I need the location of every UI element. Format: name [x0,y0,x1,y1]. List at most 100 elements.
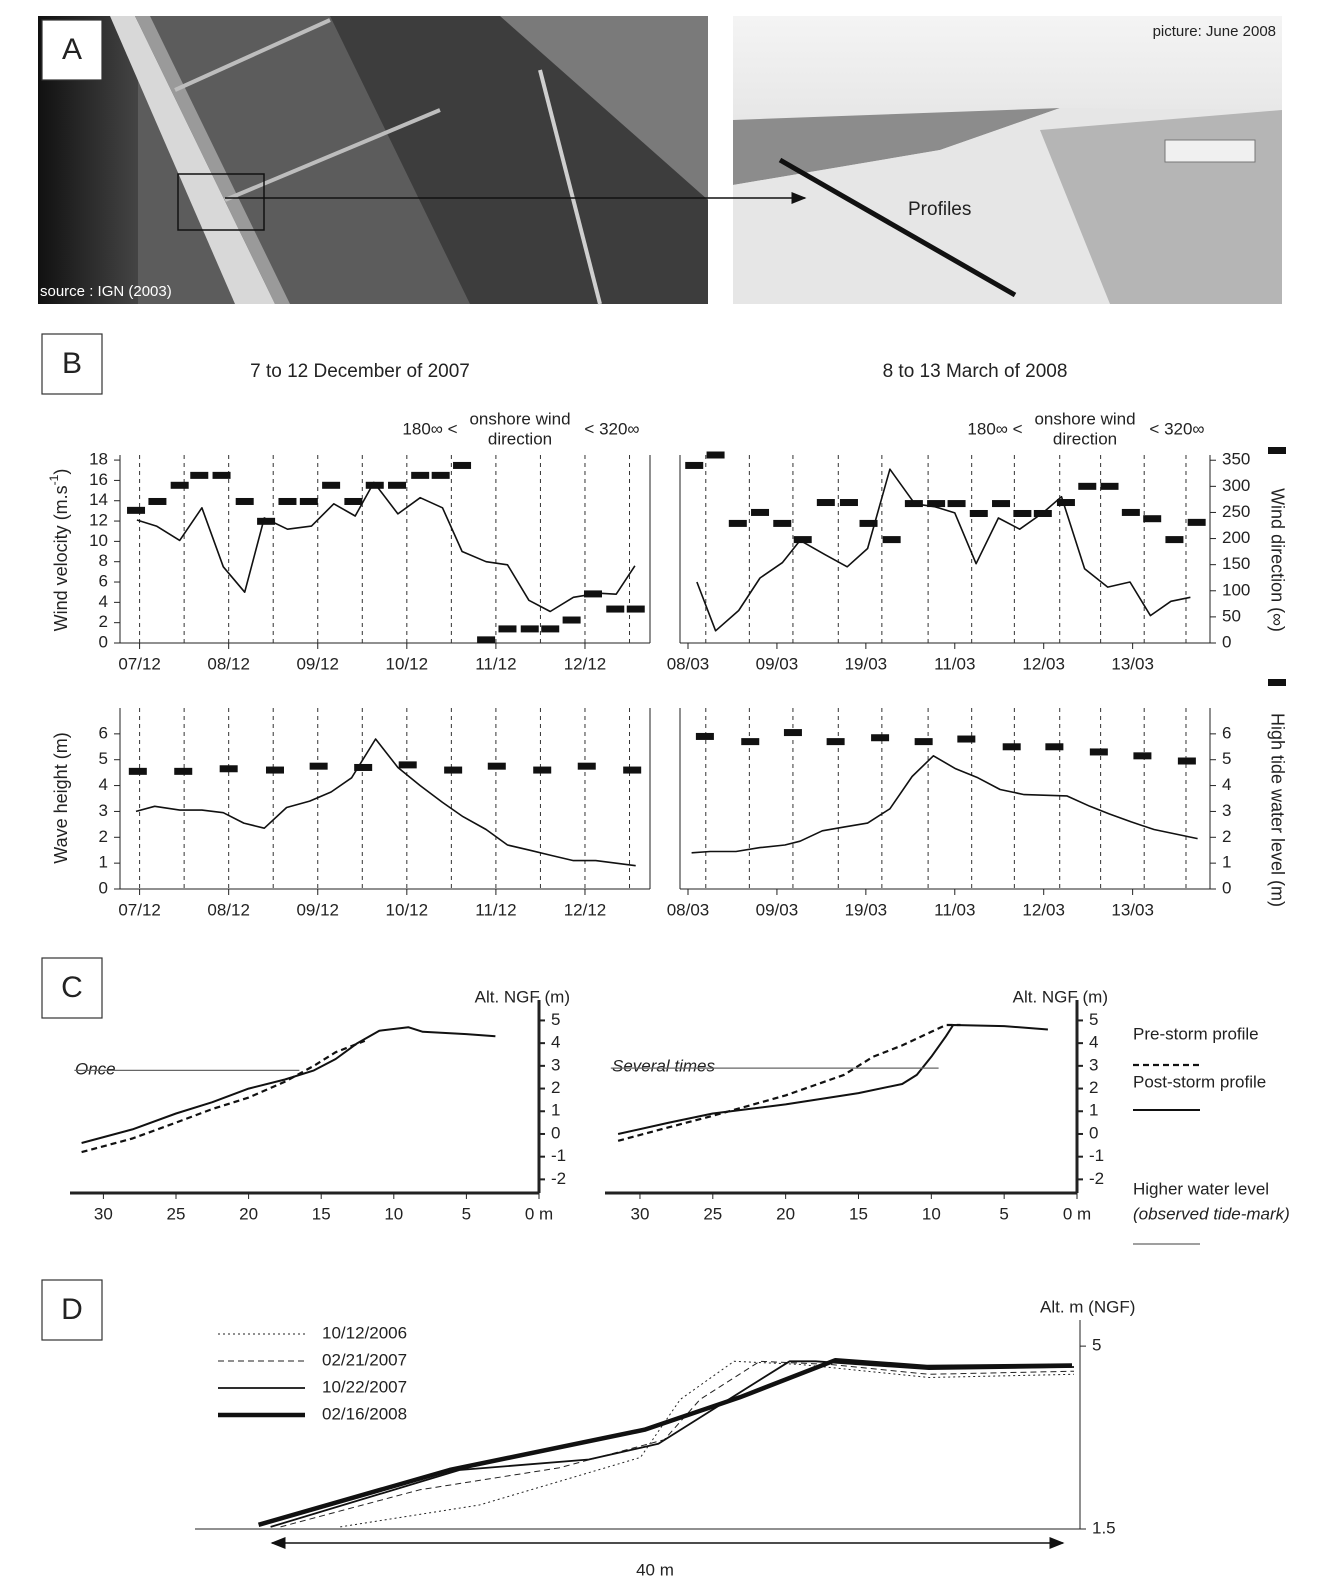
profile-line [340,1360,1075,1528]
panel-label: C [61,971,83,1004]
y-tick-label: 4 [99,775,108,794]
direction-marker [606,605,625,613]
y-axis-label-sup: -1 [47,474,61,485]
x-tick-label: 11/03 [934,654,975,673]
x-tick-label: 10/12 [386,654,429,673]
x-tick-label: 19/03 [845,654,888,673]
y-tick-label: -1 [1089,1146,1104,1165]
direction-marker [1056,499,1075,507]
y-tick-label: 0 [1222,878,1231,897]
direction-marker [278,497,297,505]
y-axis-label-part: Wind velocity (m.s [51,485,71,631]
direction-marker [859,519,878,527]
x-tick-label: 08/12 [207,654,250,673]
direction-marker [212,471,231,479]
annotation: direction [1053,429,1117,448]
y-tick-label: 1 [551,1101,560,1120]
direction-marker [1078,482,1097,490]
y-tick-label: 1 [1222,853,1231,872]
direction-marker [128,767,147,775]
y-tick-label: 10 [89,531,108,550]
direction-marker [444,766,463,774]
direction-marker [1165,536,1184,544]
x-tick-label: 13/03 [1111,654,1154,673]
x-tick-label: 08/12 [207,900,250,919]
direction-marker [751,508,770,516]
y-tick-label: 2 [99,827,108,846]
annotation: < 320∞ [1149,419,1204,438]
direction-marker [1177,757,1196,765]
chart-title: 8 to 13 March of 2008 [883,361,1068,382]
x-tick-label: 20 [239,1204,258,1223]
y-tick-label: 3 [1222,801,1231,820]
direction-marker [783,729,802,737]
y-tick-label: 5 [99,749,108,768]
direction-marker [190,471,209,479]
legend-label: Post-storm profile [1133,1072,1266,1091]
y-tick-label: 5 [1089,1010,1098,1029]
direction-marker [1013,509,1032,517]
y-tick-label: -2 [551,1169,566,1188]
y-tick-label: 100 [1222,580,1250,599]
x-tick-label: 09/03 [756,654,799,673]
profile-line [280,1360,1075,1528]
direction-marker [1002,743,1021,751]
direction-marker [322,481,341,489]
direction-marker [148,497,167,505]
x-tick-label: 11/03 [934,900,975,919]
direction-marker [904,500,923,508]
y-tick-label: -1 [551,1146,566,1165]
y-tick-label: 2 [1222,827,1231,846]
direction-marker [235,497,254,505]
y2-axis-label: High tide water level (m) [1267,713,1287,907]
x-tick-label: 12/03 [1022,900,1065,919]
direction-marker [728,519,747,527]
annotation: 180∞ < [967,419,1022,438]
direction-marker [344,497,363,505]
x-tick-label: 15 [312,1204,331,1223]
direction-marker [1133,752,1152,760]
direction-marker [1045,743,1064,751]
annotation: onshore wind [469,409,570,428]
direction-marker [871,734,890,742]
annotation: direction [488,429,552,448]
y-tick-label: 3 [1089,1055,1098,1074]
y-tick-label: 2 [551,1078,560,1097]
direction-marker [562,616,581,624]
direction-marker [257,517,276,525]
profile-line [81,1026,496,1144]
x-tick-label: 09/12 [296,654,339,673]
x-tick-label: 10 [922,1204,941,1223]
direction-marker [1100,482,1119,490]
x-tick-label: 12/12 [564,900,607,919]
x-tick-label: 0 m [1063,1204,1091,1223]
direction-marker [365,481,384,489]
x-tick-label: 11/12 [475,900,516,919]
direction-marker [741,738,760,746]
legend-label: 10/22/2007 [322,1377,407,1396]
y-tick-label: 1 [1089,1101,1098,1120]
direction-marker [299,497,318,505]
x-tick-label: 25 [703,1204,722,1223]
y-tick-label: 200 [1222,528,1250,547]
profile-line [136,481,636,613]
x-tick-label: 30 [94,1204,113,1223]
y-tick-label: 6 [99,723,108,742]
y-tick-label: 4 [551,1033,560,1052]
direction-marker [411,471,430,479]
y-tick-label: 350 [1222,450,1250,469]
direction-marker [685,461,704,469]
y-axis-label: Alt. NGF (m) [475,987,570,1006]
direction-marker [388,481,407,489]
y-tick-label: 0 [551,1123,560,1142]
x-tick-label: 19/03 [845,900,888,919]
direction-marker [826,738,845,746]
x-tick-label: 07/12 [118,900,161,919]
y-axis-label: Alt. NGF (m) [1013,987,1108,1006]
profile-line [691,755,1198,854]
y-tick-label: 4 [1089,1033,1098,1052]
direction-marker [170,481,189,489]
aerial-image [38,16,708,305]
y2-axis-label: Wind direction (∞) [1267,488,1287,632]
